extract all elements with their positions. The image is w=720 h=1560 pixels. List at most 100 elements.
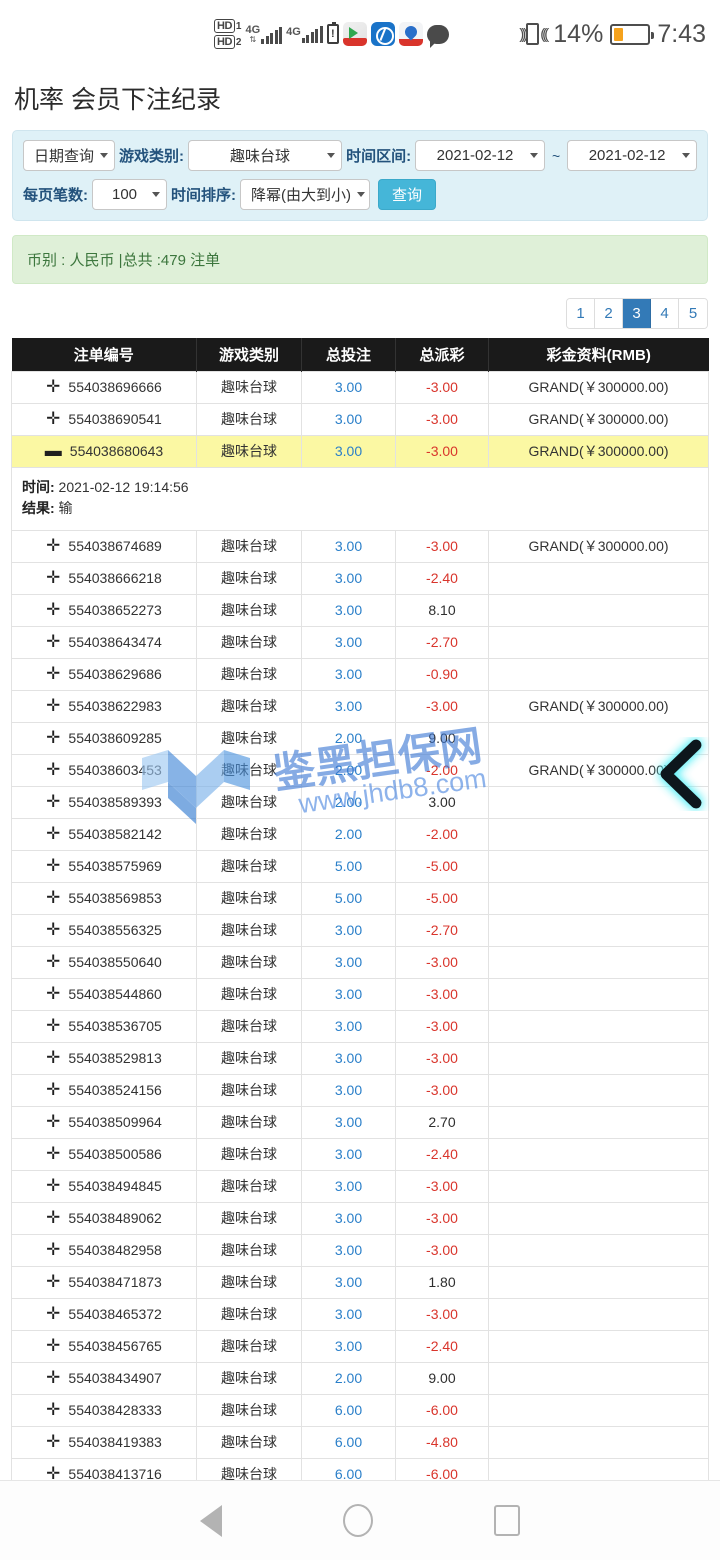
date-to-select[interactable]: 2021-02-12 <box>567 140 698 171</box>
nav-recents-icon[interactable] <box>493 1505 520 1536</box>
expand-plus-icon[interactable]: ✛ <box>46 1176 61 1196</box>
expand-plus-icon[interactable]: ✛ <box>46 1336 61 1356</box>
table-row[interactable]: ✛ 554038500586 趣味台球 3.00 -2.40 <box>11 1137 709 1171</box>
cell-bet-id[interactable]: ✛ 554038603453 <box>11 753 197 787</box>
page-link-4[interactable]: 4 <box>651 299 679 328</box>
table-row[interactable]: ✛ 554038482958 趣味台球 3.00 -3.00 <box>11 1233 709 1267</box>
page-link-5[interactable]: 5 <box>679 299 707 328</box>
cell-bet-id[interactable]: ✛ 554038556325 <box>11 913 197 947</box>
query-type-select[interactable]: 日期查询 <box>23 140 116 171</box>
expand-plus-icon[interactable]: ✛ <box>46 568 61 588</box>
expand-plus-icon[interactable]: ✛ <box>46 1432 61 1452</box>
expand-plus-icon[interactable]: ✛ <box>46 1464 61 1484</box>
table-row[interactable]: ✛ 554038629686 趣味台球 3.00 -0.90 <box>11 657 709 691</box>
sort-select[interactable]: 降幂(由大到小) <box>240 179 370 210</box>
table-row[interactable]: ✛ 554038428333 趣味台球 6.00 -6.00 <box>11 1393 709 1427</box>
table-row[interactable]: ✛ 554038575969 趣味台球 5.00 -5.00 <box>11 849 709 883</box>
table-row[interactable]: ✛ 554038609285 趣味台球 2.00 9.00 <box>11 721 709 755</box>
expand-plus-icon[interactable]: ✛ <box>46 1016 61 1036</box>
table-row[interactable]: ✛ 554038489062 趣味台球 3.00 -3.00 <box>11 1201 709 1235</box>
table-row[interactable]: ✛ 554038696666 趣味台球 3.00 -3.00 GRAND(￥300000.… <box>11 370 709 404</box>
cell-bet-id[interactable]: ✛ 554038643474 <box>11 625 197 659</box>
cell-bet-id[interactable]: ✛ 554038489062 <box>11 1201 197 1235</box>
table-row[interactable]: ✛ 554038494845 趣味台球 3.00 -3.00 <box>11 1169 709 1203</box>
cell-bet-id[interactable]: ✛ 554038589393 <box>11 785 197 819</box>
expand-plus-icon[interactable]: ✛ <box>46 377 61 396</box>
table-scroll-region[interactable]: 注单编号 游戏类别 总投注 总派彩 彩金资料(RMB) ✛ 554038696666 趣味台… <box>0 338 720 1495</box>
cell-bet-id[interactable]: ✛ 554038696666 <box>11 370 197 404</box>
expand-plus-icon[interactable]: ✛ <box>46 1400 61 1420</box>
expand-plus-icon[interactable]: ✛ <box>46 1304 61 1324</box>
cell-bet-id[interactable]: ▬ 554038680643 <box>11 434 197 468</box>
expand-plus-icon[interactable]: ✛ <box>46 696 61 716</box>
expand-plus-icon[interactable]: ✛ <box>46 409 61 428</box>
expand-plus-icon[interactable]: ✛ <box>46 984 61 1004</box>
expand-plus-icon[interactable]: ✛ <box>46 952 61 972</box>
cell-bet-id[interactable]: ✛ 554038494845 <box>11 1169 197 1203</box>
expand-plus-icon[interactable]: ✛ <box>46 1048 61 1068</box>
table-row[interactable]: ✛ 554038582142 趣味台球 2.00 -2.00 <box>11 817 709 851</box>
cell-bet-id[interactable]: ✛ 554038529813 <box>11 1041 197 1075</box>
cell-bet-id[interactable]: ✛ 554038652273 <box>11 593 197 627</box>
cell-bet-id[interactable]: ✛ 554038509964 <box>11 1105 197 1139</box>
cell-bet-id[interactable]: ✛ 554038524156 <box>11 1073 197 1107</box>
expand-plus-icon[interactable]: ✛ <box>46 1272 61 1292</box>
table-row[interactable]: ▬ 554038680643 趣味台球 3.00 -3.00 GRAND(￥300000.… <box>11 434 709 468</box>
table-row[interactable]: ✛ 554038529813 趣味台球 3.00 -3.00 <box>11 1041 709 1075</box>
cell-bet-id[interactable]: ✛ 554038500586 <box>11 1137 197 1171</box>
table-row[interactable]: ✛ 554038471873 趣味台球 3.00 1.80 <box>11 1265 709 1299</box>
cell-bet-id[interactable]: ✛ 554038419383 <box>11 1425 197 1459</box>
nav-home-icon[interactable] <box>342 1504 373 1537</box>
table-row[interactable]: ✛ 554038643474 趣味台球 3.00 -2.70 <box>11 625 709 659</box>
expand-plus-icon[interactable]: ✛ <box>46 1240 61 1260</box>
table-row[interactable]: ✛ 554038509964 趣味台球 3.00 2.70 <box>11 1105 709 1139</box>
date-from-select[interactable]: 2021-02-12 <box>415 140 545 171</box>
cell-bet-id[interactable]: ✛ 554038575969 <box>11 849 197 883</box>
table-row[interactable]: ✛ 554038569853 趣味台球 5.00 -5.00 <box>11 881 709 915</box>
cell-bet-id[interactable]: ✛ 554038674689 <box>11 529 197 563</box>
expand-plus-icon[interactable]: ✛ <box>46 600 61 620</box>
expand-plus-icon[interactable]: ✛ <box>46 1112 61 1132</box>
cell-bet-id[interactable]: ✛ 554038609285 <box>11 721 197 755</box>
table-row[interactable]: ✛ 554038550640 趣味台球 3.00 -3.00 <box>11 945 709 979</box>
cell-bet-id[interactable]: ✛ 554038544860 <box>11 977 197 1011</box>
cell-bet-id[interactable]: ✛ 554038456765 <box>11 1329 197 1363</box>
cell-bet-id[interactable]: ✛ 554038690541 <box>11 402 197 436</box>
expand-plus-icon[interactable]: ✛ <box>46 1368 61 1388</box>
expand-plus-icon[interactable]: ✛ <box>46 792 61 812</box>
cell-bet-id[interactable]: ✛ 554038550640 <box>11 945 197 979</box>
cell-bet-id[interactable]: ✛ 554038465372 <box>11 1297 197 1331</box>
table-row[interactable]: ✛ 554038419383 趣味台球 6.00 -4.80 <box>11 1425 709 1459</box>
table-row[interactable]: ✛ 554038666218 趣味台球 3.00 -2.40 <box>11 561 709 595</box>
page-link-1[interactable]: 1 <box>567 299 595 328</box>
cell-bet-id[interactable]: ✛ 554038666218 <box>11 561 197 595</box>
table-row[interactable]: ✛ 554038603453 趣味台球 2.00 -2.00 GRAND(￥300000.… <box>11 753 709 787</box>
expand-plus-icon[interactable]: ✛ <box>46 728 61 748</box>
cell-bet-id[interactable]: ✛ 554038569853 <box>11 881 197 915</box>
table-row[interactable]: ✛ 554038465372 趣味台球 3.00 -3.00 <box>11 1297 709 1331</box>
back-chevron-button[interactable] <box>650 735 712 813</box>
table-row[interactable]: ✛ 554038690541 趣味台球 3.00 -3.00 GRAND(￥300000.… <box>11 402 709 436</box>
cell-bet-id[interactable]: ✛ 554038622983 <box>11 689 197 723</box>
table-row[interactable]: ✛ 554038536705 趣味台球 3.00 -3.00 <box>11 1009 709 1043</box>
collapse-minus-icon[interactable]: ▬ <box>44 441 62 460</box>
table-row[interactable]: ✛ 554038622983 趣味台球 3.00 -3.00 GRAND(￥300000.… <box>11 689 709 723</box>
game-type-select[interactable]: 趣味台球 <box>188 140 343 171</box>
table-row[interactable]: ✛ 554038589393 趣味台球 2.00 3.00 <box>11 785 709 819</box>
nav-back-icon[interactable] <box>200 1504 223 1537</box>
cell-bet-id[interactable]: ✛ 554038482958 <box>11 1233 197 1267</box>
expand-plus-icon[interactable]: ✛ <box>46 888 61 908</box>
table-row[interactable]: ✛ 554038524156 趣味台球 3.00 -3.00 <box>11 1073 709 1107</box>
expand-plus-icon[interactable]: ✛ <box>46 1208 61 1228</box>
expand-plus-icon[interactable]: ✛ <box>46 760 61 780</box>
expand-plus-icon[interactable]: ✛ <box>46 824 61 844</box>
expand-plus-icon[interactable]: ✛ <box>46 856 61 876</box>
expand-plus-icon[interactable]: ✛ <box>46 632 61 652</box>
page-link-2[interactable]: 2 <box>595 299 623 328</box>
page-link-3[interactable]: 3 <box>623 299 651 328</box>
table-row[interactable]: ✛ 554038456765 趣味台球 3.00 -2.40 <box>11 1329 709 1363</box>
cell-bet-id[interactable]: ✛ 554038471873 <box>11 1265 197 1299</box>
table-row[interactable]: ✛ 554038544860 趣味台球 3.00 -3.00 <box>11 977 709 1011</box>
table-row[interactable]: ✛ 554038556325 趣味台球 3.00 -2.70 <box>11 913 709 947</box>
